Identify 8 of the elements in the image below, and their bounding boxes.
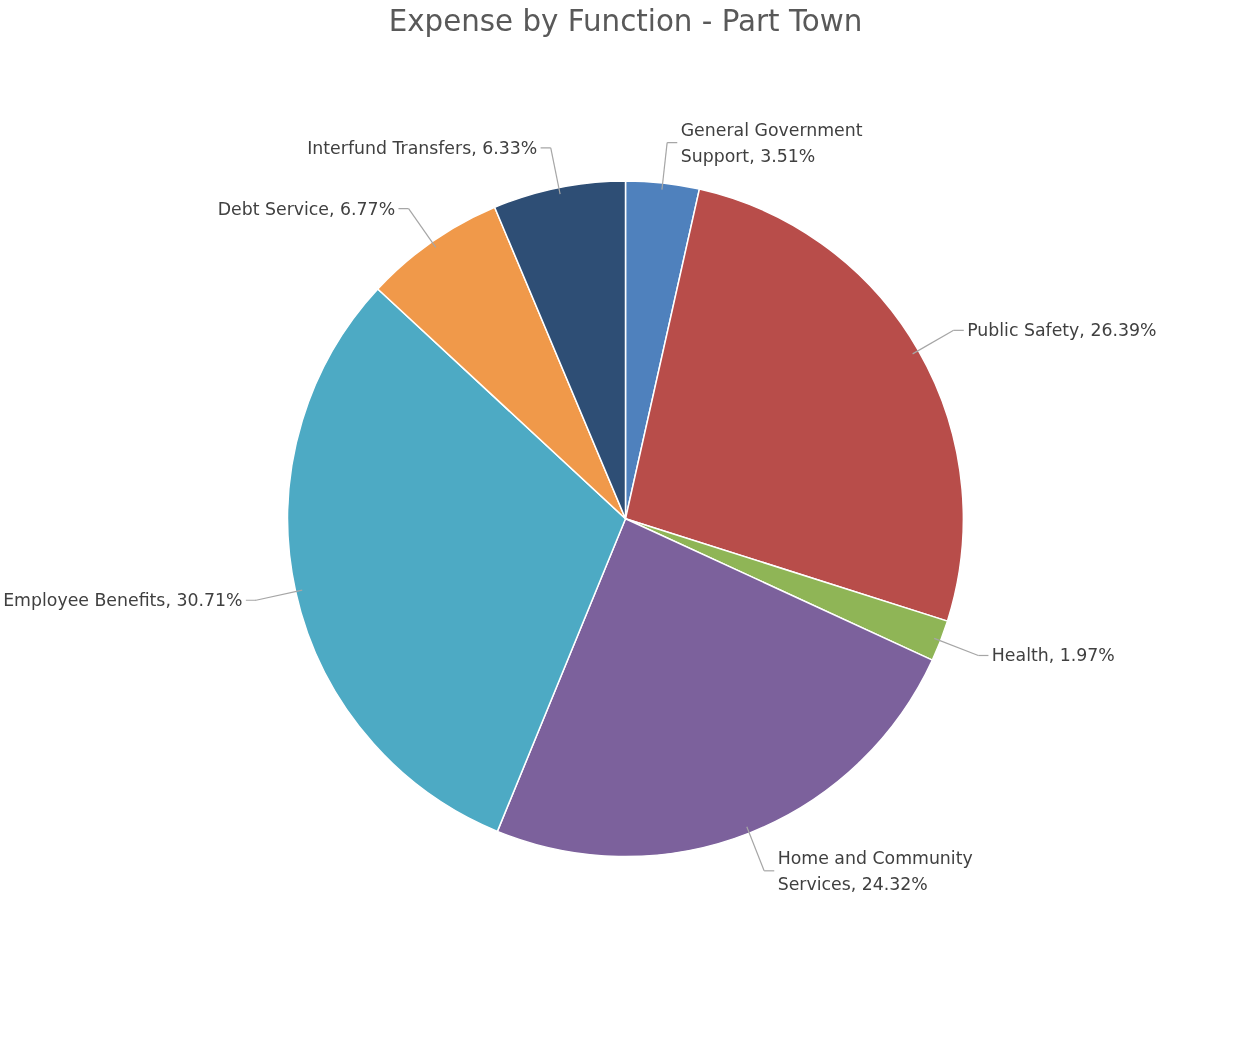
chart-title: Expense by Function - Part Town [388, 3, 863, 38]
slice-label: Public Safety, 26.39% [967, 320, 1157, 341]
slice-label: General Government Support, 3.51% [680, 119, 863, 166]
slice-label: Health, 1.97% [991, 645, 1115, 666]
slice-label: Debt Service, 6.77% [217, 198, 396, 219]
slice-label: Interfund Transfers, 6.33% [307, 137, 538, 158]
slice-label: Employee Benefits, 30.71% [3, 590, 243, 611]
slice-label: Home and Community Services, 24.32% [777, 847, 973, 894]
